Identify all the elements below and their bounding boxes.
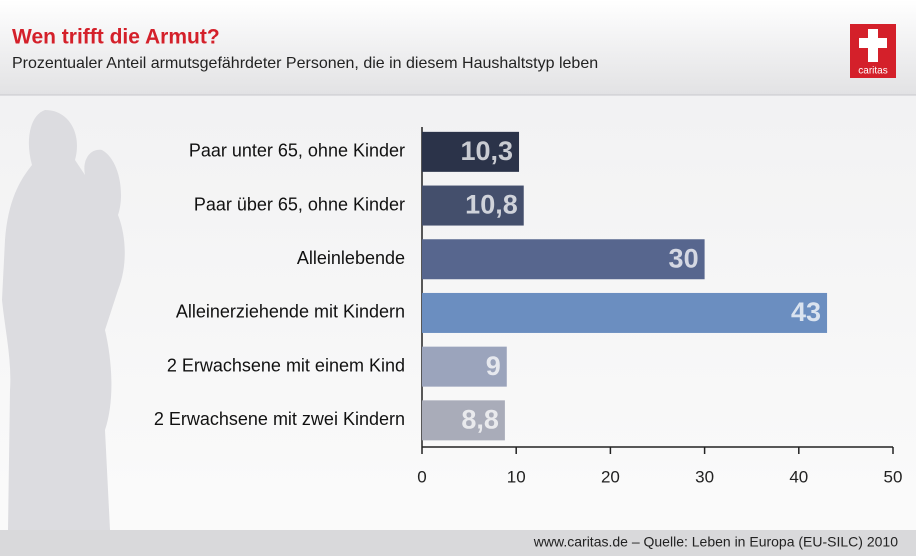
x-tick-label: 10 [507, 467, 526, 486]
y-tick-label: 2 Erwachsene mit einem Kind [167, 355, 405, 375]
y-tick-label: Alleinlebende [297, 248, 405, 268]
x-tick-label: 20 [601, 467, 620, 486]
value-label: 43 [791, 297, 821, 327]
value-label: 30 [669, 243, 699, 273]
bar [422, 293, 827, 333]
x-tick-label: 0 [417, 467, 426, 486]
value-label: 9 [486, 351, 501, 381]
y-tick-label: Paar über 65, ohne Kinder [194, 194, 405, 214]
value-label: 10,8 [465, 190, 518, 220]
logo-text: caritas [858, 66, 887, 77]
x-tick-label: 50 [884, 467, 903, 486]
y-tick-label: Paar unter 65, ohne Kinder [189, 141, 405, 161]
logo: caritas [850, 24, 896, 78]
bar [422, 239, 705, 279]
source-note: www.caritas.de – Quelle: Leben in Europa… [533, 534, 898, 550]
value-label: 8,8 [461, 404, 499, 434]
chart-title: Wen trifft die Armut? [12, 26, 220, 49]
chart: Wen trifft die Armut? Prozentualer Antei… [0, 0, 916, 556]
y-tick-label: 2 Erwachsene mit zwei Kindern [154, 409, 405, 429]
x-tick-label: 40 [789, 467, 808, 486]
x-tick-label: 30 [695, 467, 714, 486]
y-tick-label: Alleinerziehende mit Kindern [176, 302, 405, 322]
chart-subtitle: Prozentualer Anteil armutsgefährdeter Pe… [12, 55, 598, 72]
value-label: 10,3 [460, 136, 513, 166]
